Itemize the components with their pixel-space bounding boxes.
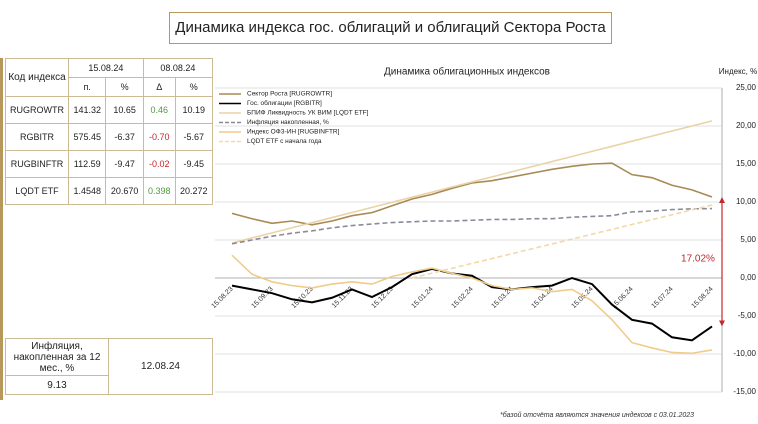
x-tick-label: 15.05.24 (570, 286, 594, 310)
value-cell: -9.47 (105, 150, 144, 178)
subheader-cell: Δ (142, 77, 176, 97)
series-line (231, 162, 713, 226)
value-cell: 112.59 (67, 150, 107, 178)
table-row: LQDT ETF 1.4548 20.670 0.398 20.272 (5, 177, 214, 205)
header-cell: Код индекса (5, 58, 69, 97)
value-cell: 10.65 (105, 96, 144, 124)
page-title: Динамика индекса гос. облигаций и облига… (169, 12, 612, 44)
series-line (411, 204, 713, 279)
code-cell: LQDT ETF (5, 177, 69, 205)
accent-bar (0, 58, 3, 400)
x-tick-label: 15.12.23 (370, 286, 394, 310)
legend-label: Гос. облигации [RGBITR] (247, 99, 322, 107)
x-tick-label: 15.08.23 (210, 286, 234, 310)
y-tick-label: 0,00 (740, 273, 756, 282)
index-table: Код индекса 15.08.24 08.08.24 п. % Δ % R… (5, 58, 214, 205)
legend-label: Индекс ОФЗ-ИН [RUGBINFTR] (247, 129, 340, 136)
value-cell: -9.45 (174, 150, 214, 178)
y-tick-label: 15,00 (736, 159, 757, 168)
value-cell: 10.19 (174, 96, 214, 124)
inflation-date: 12.08.24 (108, 338, 213, 395)
y-axis-label: Индекс, % (719, 67, 757, 76)
code-cell: RGBITR (5, 123, 69, 151)
y-tick-label: 25,00 (736, 83, 757, 92)
legend-label: БПИФ Ликвидность УК ВИМ [LQDT ETF] (247, 110, 369, 117)
x-tick-label: 15.07.24 (650, 286, 674, 310)
y-tick-label: -15,00 (733, 387, 756, 396)
code-cell: RUGROWTR (5, 96, 69, 124)
header-cell: 15.08.24 (68, 58, 144, 78)
y-tick-label: 20,00 (736, 121, 757, 130)
value-cell: 1.4548 (67, 177, 107, 205)
series-line (231, 120, 713, 244)
value-cell: -5.67 (174, 123, 214, 151)
x-tick-label: 15.10.23 (290, 286, 314, 310)
value-cell: -0.02 (142, 150, 176, 178)
chart-title: Динамика облигационных индексов (384, 66, 550, 78)
x-tick-label: 15.08.24 (690, 286, 714, 310)
y-tick-label: 5,00 (740, 235, 756, 244)
header-row: Код индекса 15.08.24 08.08.24 (5, 58, 214, 97)
inflation-label: Инфляция, накопленная за 12 мес., % (5, 338, 109, 376)
value-cell: 20.272 (174, 177, 214, 205)
subheader-cell: п. (67, 77, 107, 97)
value-cell: 0.398 (142, 177, 176, 205)
value-cell: 20.670 (105, 177, 144, 205)
series-line (231, 207, 713, 245)
y-tick-label: -5,00 (738, 311, 757, 320)
value-cell: 0.46 (142, 96, 176, 124)
value-cell: -6.37 (105, 123, 144, 151)
legend-label: Сектор Роста [RUGROWTR] (247, 91, 332, 98)
inflation-table: Инфляция, накопленная за 12 мес., % 12.0… (5, 338, 213, 395)
footnote: *базой отсчёта являются значения индексо… (500, 412, 695, 419)
inflation-value: 9.13 (5, 375, 109, 395)
y-tick-label: -10,00 (733, 349, 756, 358)
subheader-cell: % (174, 77, 214, 97)
series-line (231, 254, 713, 355)
code-cell: RUGBINFTR (5, 150, 69, 178)
legend-label: LQDT ETF с начала года (247, 138, 322, 145)
legend-label: Инфляция накопленная, % (247, 119, 329, 126)
subheader-cell: % (105, 77, 144, 97)
x-tick-label: 15.02.24 (450, 286, 474, 310)
value-cell: 575.45 (67, 123, 107, 151)
inflation-row: 9.13 (5, 375, 213, 395)
table-row: RGBITR 575.45 -6.37 -0.70 -5.67 (5, 123, 214, 151)
inflation-row: Инфляция, накопленная за 12 мес., % 12.0… (5, 338, 213, 395)
x-tick-label: 15.01.24 (410, 286, 434, 310)
y-tick-label: 10,00 (736, 197, 757, 206)
value-cell: 141.32 (67, 96, 107, 124)
series-line (231, 267, 713, 342)
header-cell: 08.08.24 (142, 58, 214, 78)
table-row: RUGROWTR 141.32 10.65 0.46 10.19 (5, 96, 214, 124)
annotation: 17.02% (681, 254, 715, 265)
value-cell: -0.70 (142, 123, 176, 151)
table-row: RUGBINFTR 112.59 -9.47 -0.02 -9.45 (5, 150, 214, 178)
